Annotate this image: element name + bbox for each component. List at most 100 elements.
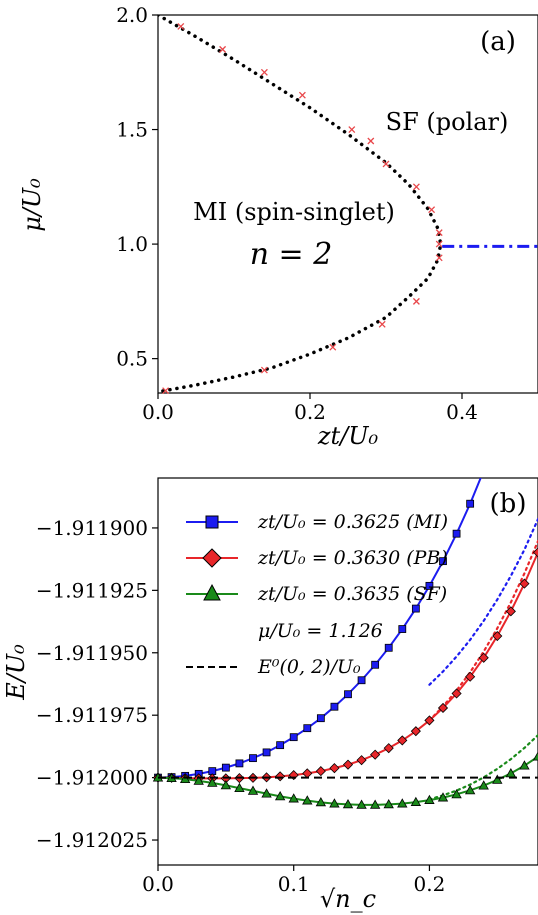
series-sf-marker xyxy=(234,782,245,792)
series-pb-marker xyxy=(519,578,530,589)
panel-a-xtick-label: 0.0 xyxy=(142,400,174,424)
series-mi-marker xyxy=(466,499,475,508)
panel-b-ylabel: E/U₀ xyxy=(2,644,30,701)
phase-boundary-cross-marker xyxy=(382,160,390,168)
series-mi-marker xyxy=(303,724,312,733)
phase-boundary-cross-marker xyxy=(435,254,443,262)
series-pb-marker xyxy=(492,630,503,642)
annotation-mi-spin-singlet: MI (spin-singlet) xyxy=(193,198,395,226)
series-sf-marker xyxy=(478,780,489,790)
series-sf-marker xyxy=(302,795,313,805)
series-sf-marker xyxy=(220,780,232,790)
series-sf-marker xyxy=(179,773,191,784)
series-mi-line xyxy=(158,478,482,779)
series-sf-marker xyxy=(492,774,503,784)
phase-boundary-cross-marker xyxy=(367,137,375,145)
series-mi-marker xyxy=(276,741,285,750)
panel-b-legend: zt/U₀ = 0.3625 (MI) zt/U₀ = 0.3630 (PB) … xyxy=(186,511,448,678)
series-pb-marker xyxy=(275,771,286,782)
series-sf-marker xyxy=(288,793,299,803)
panel-a-phase-diagram: 0.0 0.2 0.4 0.5 1.0 1.5 2.0 zt/U₀ μ/U₀ (a) SF … xyxy=(18,3,538,450)
series-mi-marker xyxy=(411,604,420,613)
series-pb-marker xyxy=(302,768,313,779)
panel-b-xtick-label: 0.0 xyxy=(142,872,174,896)
series-mi-dotted-line xyxy=(428,518,538,686)
panel-b-xtick-label: 0.2 xyxy=(414,872,446,896)
series-sf-marker xyxy=(424,794,435,804)
phase-boundary-cross-marker xyxy=(298,91,306,99)
panel-a-xtick-label: 0.4 xyxy=(446,400,478,424)
series-sf-marker xyxy=(397,798,408,808)
series-pb-dotted-line xyxy=(428,540,538,722)
series-pb-marker xyxy=(383,743,394,754)
panel-a-xtick-label: 0.2 xyxy=(294,400,326,424)
panel-b-ytick-label: −1.911900 xyxy=(36,516,148,540)
series-sf-marker xyxy=(437,792,449,802)
phase-boundary-cross-marker xyxy=(412,183,420,191)
panel-b-xtick-label: 0.1 xyxy=(278,872,310,896)
panel-b-ytick-label: −1.911950 xyxy=(36,641,148,665)
legend-label-e0: E⁰(0, 2)/U₀ xyxy=(257,656,361,678)
phase-boundary-cross-marker xyxy=(435,229,443,237)
series-mi-marker xyxy=(439,557,447,566)
panel-a-tag: (a) xyxy=(480,27,516,57)
series-mi-marker xyxy=(452,529,461,538)
panel-a-ytick-label: 1.5 xyxy=(116,118,148,142)
series-pb-marker xyxy=(465,671,476,682)
legend-marker-sf xyxy=(203,583,221,601)
phase-boundary-cross-marker xyxy=(329,343,337,351)
series-pb-marker xyxy=(424,715,435,726)
series-sf-marker xyxy=(410,796,422,806)
series-sf-marker xyxy=(315,797,327,807)
series-mi-marker xyxy=(371,660,380,669)
legend-marker-mi xyxy=(205,515,219,529)
series-mi-marker xyxy=(316,714,325,723)
panel-a-data xyxy=(158,15,538,395)
series-pb-marker xyxy=(342,759,354,770)
series-sf-marker xyxy=(532,751,538,761)
annotation-sf-polar: SF (polar) xyxy=(386,108,509,136)
phase-boundary-cross-marker xyxy=(435,240,443,248)
phase-boundary-cross-marker xyxy=(219,45,227,53)
panel-b-energy-plot: 0.0 0.1 0.2 −1.911900 −1.911925 −1.911950 −1.9… xyxy=(2,477,538,913)
panel-b-xlabel: √n_c xyxy=(320,885,376,913)
series-mi-marker xyxy=(221,763,230,772)
panel-b-axis-ticks: 0.0 0.1 0.2 −1.911900 −1.911925 −1.911950 −1.9… xyxy=(36,516,446,896)
series-sf-marker xyxy=(451,789,462,799)
series-sf-marker xyxy=(342,799,354,809)
series-sf-marker xyxy=(505,768,517,778)
legend-marker-pb xyxy=(202,548,222,568)
series-mi-marker xyxy=(249,754,257,763)
panel-a-xlabel: zt/U₀ xyxy=(317,422,379,450)
panel-a-ylabel: μ/U₀ xyxy=(18,178,46,232)
series-mi-marker xyxy=(398,625,407,633)
panel-b-ytick-label: −1.911925 xyxy=(36,578,148,602)
series-mi-marker xyxy=(262,748,271,757)
phase-boundary-cross-marker xyxy=(428,206,436,214)
series-mi-marker xyxy=(330,702,339,711)
panel-b-ytick-label: −1.912000 xyxy=(36,766,148,790)
panel-b-ytick-label: −1.912025 xyxy=(36,828,148,852)
panel-a-ytick-label: 2.0 xyxy=(116,3,148,27)
series-mi-marker xyxy=(384,643,393,652)
legend-entry-sf: zt/U₀ = 0.3635 (SF) xyxy=(186,583,447,605)
panel-a-axis-ticks: 0.0 0.2 0.4 0.5 1.0 1.5 2.0 xyxy=(116,3,478,424)
series-sf-marker xyxy=(274,791,286,801)
series-pb-marker xyxy=(356,755,367,766)
phase-boundary-cross-marker xyxy=(177,22,185,30)
series-sf-marker xyxy=(383,799,394,809)
series-sf-marker xyxy=(329,798,340,808)
legend-label-mi: zt/U₀ = 0.3625 (MI) xyxy=(257,511,448,533)
phase-boundary-line xyxy=(158,15,443,393)
legend-entry-mi: zt/U₀ = 0.3625 (MI) xyxy=(186,511,448,533)
annotation-n-equals-2: n = 2 xyxy=(250,237,333,272)
series-sf-dotted-line xyxy=(428,734,538,801)
phase-boundary-cross-marker xyxy=(412,297,420,305)
panel-b-data xyxy=(152,478,538,809)
legend-label-mu: μ/U₀ = 1.126 xyxy=(258,620,383,642)
series-sf-marker xyxy=(207,777,218,787)
series-pb-marker xyxy=(437,702,449,714)
series-pb-marker xyxy=(451,688,462,699)
panel-b-tag: (b) xyxy=(490,489,527,519)
legend-entry-e0: E⁰(0, 2)/U₀ xyxy=(186,656,361,678)
